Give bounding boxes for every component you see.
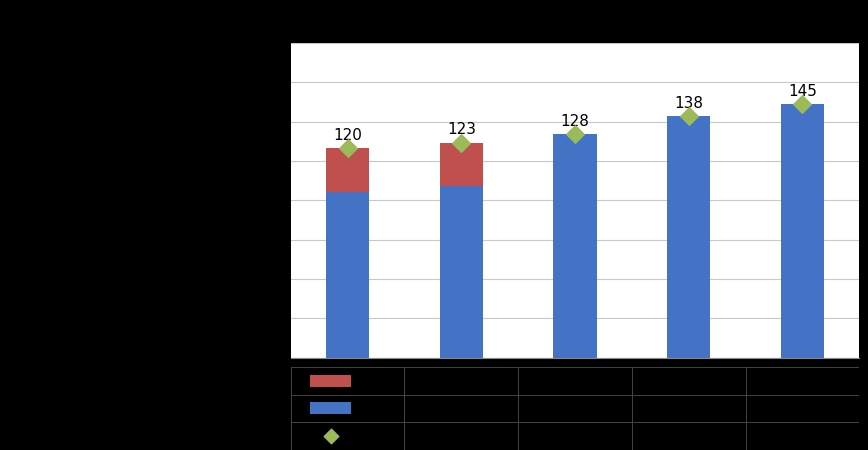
Point (682, 112, 696, 120)
Text: 123: 123 (447, 122, 476, 137)
Text: 145: 145 (788, 84, 817, 99)
Point (455, 139, 469, 146)
Bar (667, 116, 710, 358)
FancyBboxPatch shape (310, 374, 351, 387)
Bar (326, 192, 369, 358)
Bar (440, 143, 483, 186)
Text: 128: 128 (561, 113, 589, 129)
Bar (326, 148, 369, 192)
Text: 138: 138 (674, 96, 703, 111)
Bar (440, 186, 483, 358)
Bar (554, 134, 596, 358)
Point (340, 144, 355, 151)
Point (568, 130, 582, 137)
Bar (781, 104, 824, 358)
FancyBboxPatch shape (310, 402, 351, 414)
Point (324, 432, 338, 440)
Point (795, 100, 809, 108)
Text: 120: 120 (333, 127, 362, 143)
